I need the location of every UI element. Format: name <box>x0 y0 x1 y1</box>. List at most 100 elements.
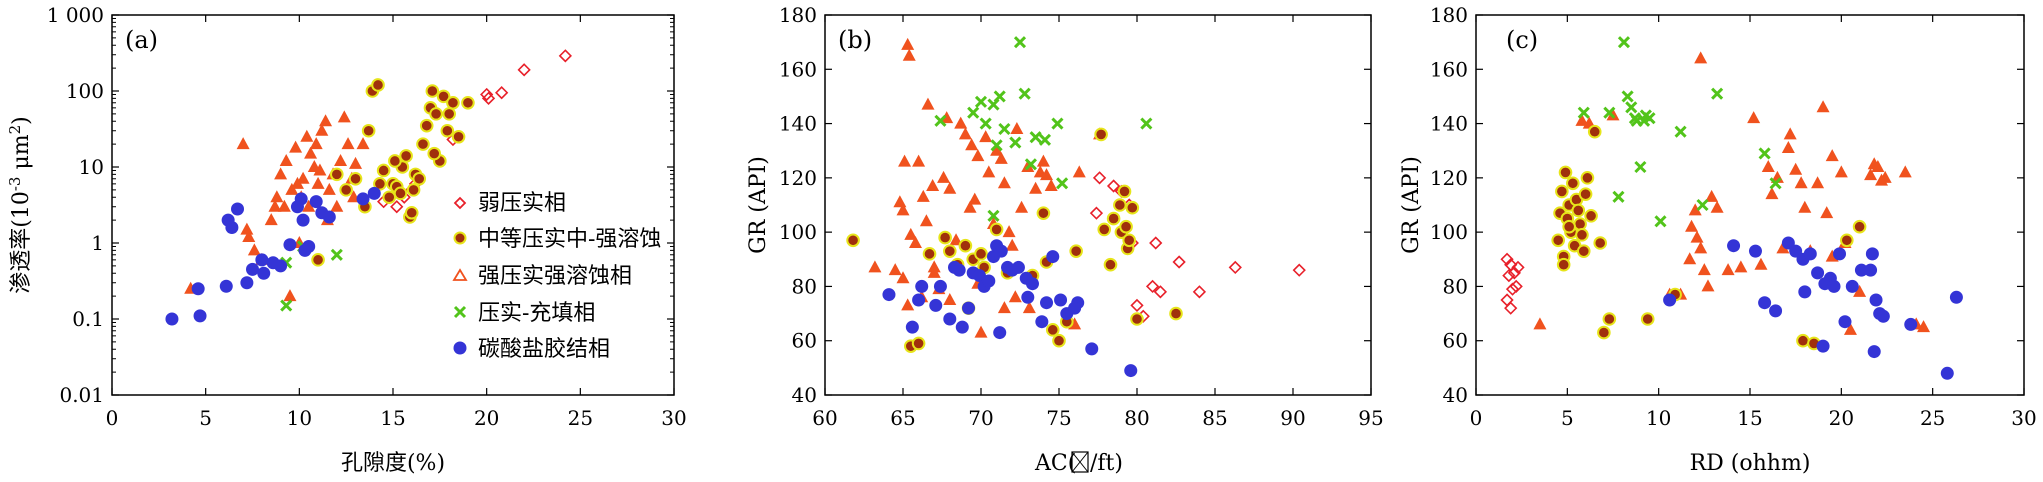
point-weak-compaction <box>1502 268 1516 283</box>
x-axis-label-c: RD (ohhm) <box>1690 451 1811 476</box>
y-tick-label: 80 <box>1443 274 1468 298</box>
point-strong-dissolution <box>943 181 957 194</box>
y-tick-label: 40 <box>1443 383 1468 407</box>
point-strong-dissolution <box>1761 160 1775 172</box>
point-moderate-dissolution <box>1122 233 1136 248</box>
point-carbonate-cement <box>1845 279 1859 293</box>
point-compaction-fill <box>1696 198 1709 212</box>
point-strong-dissolution <box>1040 168 1054 181</box>
point-weak-compaction <box>1092 171 1107 185</box>
point-moderate-dissolution <box>382 190 397 205</box>
point-strong-dissolution <box>1044 179 1058 191</box>
point-moderate-dissolution <box>330 167 344 182</box>
point-carbonate-cement <box>1758 296 1772 310</box>
point-strong-dissolution <box>268 199 282 212</box>
point-compaction-fill <box>1603 106 1616 119</box>
point-carbonate-cement <box>322 210 336 224</box>
point-strong-dissolution <box>290 176 304 189</box>
point-strong-dissolution <box>337 110 351 123</box>
x-tick-label: 25 <box>1920 406 1945 430</box>
point-carbonate-cement <box>1803 247 1817 261</box>
x-tick-label: 15 <box>380 406 405 430</box>
point-moderate-dissolution <box>1113 198 1127 212</box>
point-moderate-dissolution <box>938 230 952 245</box>
points-b <box>846 36 1306 378</box>
point-carbonate-cement <box>219 279 233 293</box>
legend-marker-compaction <box>453 305 467 319</box>
point-moderate-dissolution <box>1036 206 1051 220</box>
point-strong-dissolution <box>916 189 930 202</box>
point-strong-dissolution <box>940 111 954 124</box>
legend-marker-weak <box>453 196 467 210</box>
y-tick-label: 40 <box>792 383 817 407</box>
legend-label-strong: 强压实强溶蚀相 <box>478 264 632 289</box>
point-compaction-fill <box>1018 87 1031 100</box>
y-tick-label: 10 <box>79 155 104 179</box>
point-compaction-fill <box>998 122 1011 136</box>
point-strong-dissolution <box>904 227 918 240</box>
point-moderate-dissolution <box>404 205 419 220</box>
point-moderate-dissolution <box>1796 333 1810 348</box>
point-weak-compaction <box>1153 285 1168 299</box>
point-strong-dissolution <box>901 298 915 311</box>
point-weak-compaction <box>481 91 496 105</box>
point-moderate-dissolution <box>958 238 973 253</box>
legend-label-moderate: 中等压实中-强溶蚀 <box>478 227 661 252</box>
point-strong-dissolution <box>270 190 284 203</box>
point-carbonate-cement <box>943 312 957 326</box>
legend-label-weak: 弱压实相 <box>478 191 566 216</box>
point-strong-dissolution <box>1015 200 1029 213</box>
x-tick-label: 95 <box>1358 406 1383 430</box>
point-moderate-dissolution <box>1052 333 1066 348</box>
point-moderate-dissolution <box>361 123 376 138</box>
point-carbonate-cement <box>1854 263 1868 277</box>
panel-label-b: (b) <box>838 26 872 54</box>
point-strong-dissolution <box>1690 230 1704 243</box>
point-strong-dissolution <box>912 154 926 167</box>
point-moderate-dissolution <box>461 95 475 110</box>
x-tick-label: 20 <box>474 406 499 430</box>
point-compaction-fill <box>993 90 1006 103</box>
x-axis-label-b: AC( /ft) <box>1034 451 1123 476</box>
panel-c: 0 5 10 15 20 25 30 40 60 80 100 120 140 160 180 (c) RD… <box>1399 3 2037 476</box>
ticks-a: 0 5 10 15 20 25 30 0.01 0.1 1 10 100 1 000 <box>47 3 687 430</box>
point-strong-dissolution <box>1878 170 1892 183</box>
point-moderate-dissolution <box>406 183 421 197</box>
point-strong-dissolution <box>1705 189 1719 202</box>
point-moderate-dissolution <box>427 146 442 161</box>
point-compaction-fill <box>979 117 992 130</box>
point-strong-dissolution <box>954 116 968 129</box>
x-tick-label: 30 <box>2011 406 2036 430</box>
point-strong-dissolution <box>1776 241 1790 254</box>
point-carbonate-cement <box>255 253 269 267</box>
point-compaction-fill <box>974 95 988 108</box>
point-strong-dissolution <box>296 171 310 184</box>
point-carbonate-cement <box>933 279 947 293</box>
y-tick-label: 120 <box>1430 166 1468 190</box>
point-carbonate-cement <box>302 239 316 253</box>
point-moderate-dissolution <box>1045 323 1060 337</box>
point-carbonate-cement <box>993 326 1007 340</box>
point-carbonate-cement <box>1748 244 1762 258</box>
point-moderate-dissolution <box>1555 184 1569 199</box>
point-strong-dissolution <box>1683 252 1697 265</box>
point-strong-dissolution <box>1694 51 1708 64</box>
point-compaction-fill <box>1051 117 1064 130</box>
y-tick-label: 140 <box>1430 112 1468 136</box>
point-moderate-dissolution <box>1580 171 1595 185</box>
point-moderate-dissolution <box>911 336 926 351</box>
x-tick-label: 5 <box>199 406 212 430</box>
y-tick-label: 100 <box>66 79 104 103</box>
point-strong-dissolution <box>285 182 299 195</box>
legend-item-weak: 弱压实相 <box>453 191 566 216</box>
point-moderate-dissolution <box>436 89 451 104</box>
point-moderate-dissolution <box>1566 176 1580 191</box>
point-moderate-dissolution <box>446 95 460 110</box>
point-carbonate-cement <box>994 244 1008 258</box>
point-strong-dissolution <box>1710 200 1724 213</box>
legend-item-compaction: 压实-充填相 <box>453 301 595 326</box>
point-carbonate-cement <box>240 276 254 290</box>
point-strong-dissolution <box>965 138 979 151</box>
point-strong-dissolution <box>322 182 336 195</box>
